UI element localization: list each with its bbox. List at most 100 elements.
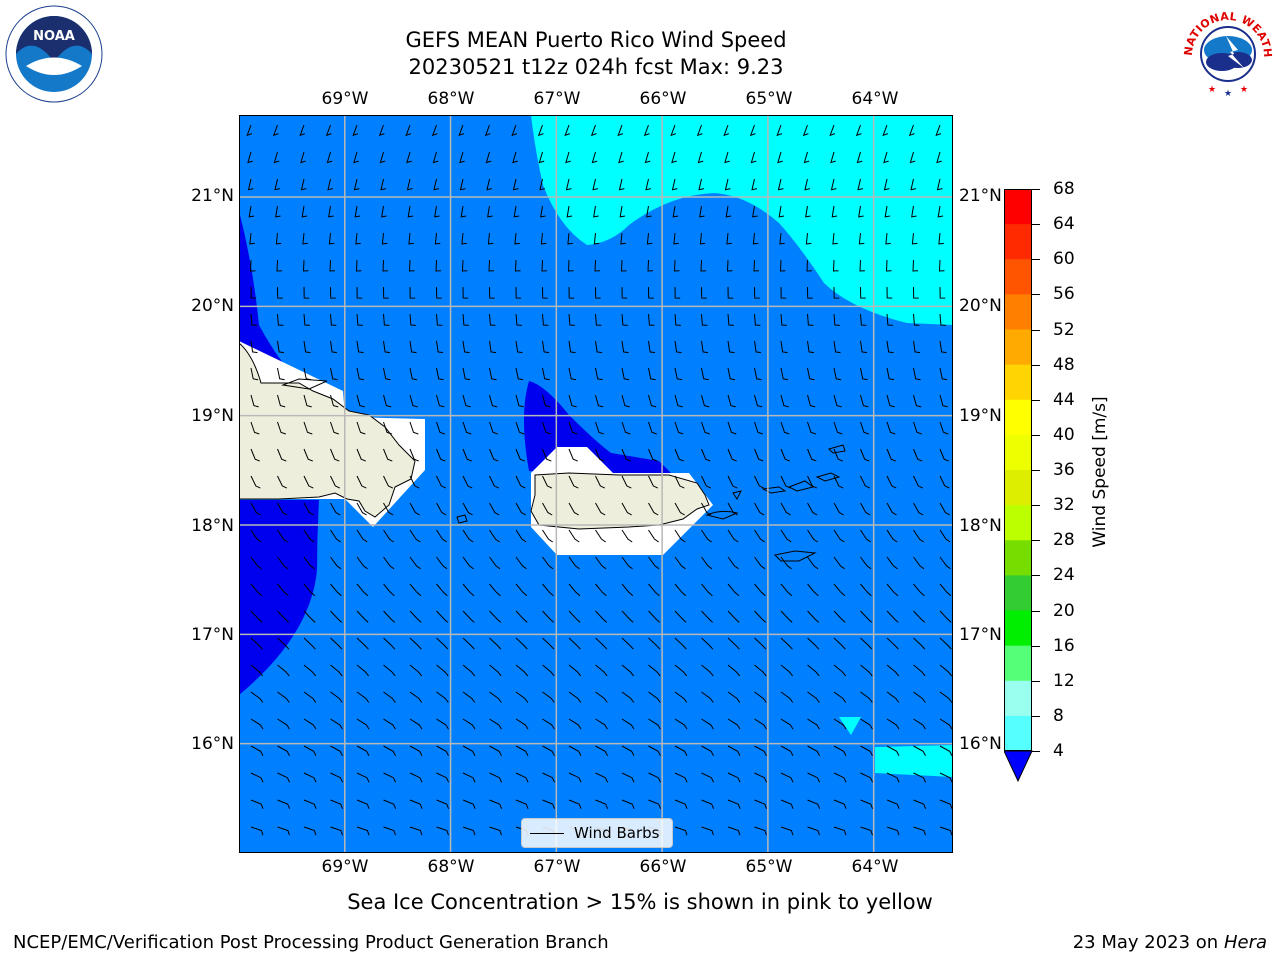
wind-barb [489,610,502,623]
wind-band-8-12 [875,745,953,777]
wind-barb [672,205,679,218]
wind-barb [489,340,497,354]
wind-barb [462,745,476,756]
wind-barb [277,367,285,381]
wind-barb [780,529,792,543]
wind-barb [542,772,556,783]
wind-barb [461,232,467,245]
colorbar-tick-mark [1032,399,1040,401]
wind-barb [356,367,365,381]
wind-barb [644,151,651,164]
wind-barb [754,313,761,326]
colorbar-tick-label: 12 [1053,670,1075,691]
wind-barb [330,745,343,756]
nws-logo: NATIONAL WEATHER SERVICE ★ ★ ★ [1174,0,1278,102]
colorbar-tick-label: 44 [1053,389,1075,410]
wind-barb [621,637,634,650]
wind-barb [832,259,839,272]
wind-barb [780,367,789,381]
wind-barb [701,394,710,408]
wind-barb [330,529,341,543]
wind-barb [595,529,606,543]
wind-barb [249,232,255,245]
colorbar-tick-label: 60 [1053,249,1075,270]
wind-barb [780,421,790,435]
wind-barb [248,205,255,218]
wind-barb [515,637,528,650]
wind-barb [860,664,873,677]
lon-tick-bottom: 65°W [745,857,793,877]
noaa-logo: NOAA [4,4,104,104]
wind-barb [648,286,654,299]
wind-barb [647,259,654,272]
wind-barb [330,664,343,677]
wind-barb [833,799,847,809]
wind-barb [617,124,624,137]
wind-barb [727,394,736,408]
wind-barb [409,718,423,730]
wind-barb [833,502,844,516]
colorbar [1003,189,1038,789]
wind-barb [489,286,495,299]
wind-barb [330,718,343,730]
wind-barb [489,745,502,756]
wind-barb [515,313,522,326]
wind-barb [886,772,900,783]
wind-barb [513,205,520,218]
wind-barb [754,556,766,570]
wind-barb [807,313,814,326]
wind-barb [250,529,262,543]
wind-barb [727,718,741,730]
wind-barb [568,772,582,783]
wind-barb [250,637,263,650]
wind-barb [383,421,392,435]
wind-barb [807,610,820,623]
wind-barb [727,286,734,299]
wind-barb [807,745,820,756]
wind-barb [648,772,662,783]
colorbar-tick-mark [1032,329,1040,331]
wind-barb [567,259,574,272]
wind-barb [913,529,924,543]
wind-barb [540,205,546,218]
wind-barb [512,178,519,191]
footer-left: NCEP/EMC/Verification Post Processing Pr… [13,932,609,953]
wind-barb [462,826,476,836]
wind-barb [327,178,334,191]
wind-barb [727,664,741,677]
wind-barb [727,556,739,570]
wind-barb [701,772,715,783]
wind-barb [648,502,659,516]
wind-barb [886,529,898,543]
colorbar-label: Wind Speed [m/s] [1090,396,1110,548]
land-vieques [705,510,739,520]
wind-barb [565,151,571,164]
wind-barb [806,259,813,272]
wind-barb [303,556,315,570]
wind-barb [754,421,763,435]
wind-barb [250,718,264,730]
wind-barb [511,124,518,137]
wind-barb [595,394,604,408]
wind-barb [939,313,946,326]
colorbar-tick-mark [1032,470,1040,471]
chart-title-line1: GEFS MEAN Puerto Rico Wind Speed [405,28,787,52]
wind-barb [807,421,816,435]
wind-barb [303,448,313,462]
wind-barb [277,772,291,783]
lon-tick-top: 66°W [639,89,687,109]
wind-barb [434,205,440,218]
wind-barb [247,151,253,164]
wind-barb [303,583,316,597]
wind-barb [701,502,712,516]
wind-barb [701,448,711,462]
wind-barb [618,178,625,191]
colorbar-tick-label: 20 [1053,600,1075,621]
wind-barb [250,691,264,703]
lon-tick-bottom: 68°W [427,857,475,877]
wind-barb [250,448,260,462]
wind-barb [436,556,448,570]
wind-barb [409,691,423,703]
wind-barb [486,178,493,191]
wind-barb [727,799,741,809]
